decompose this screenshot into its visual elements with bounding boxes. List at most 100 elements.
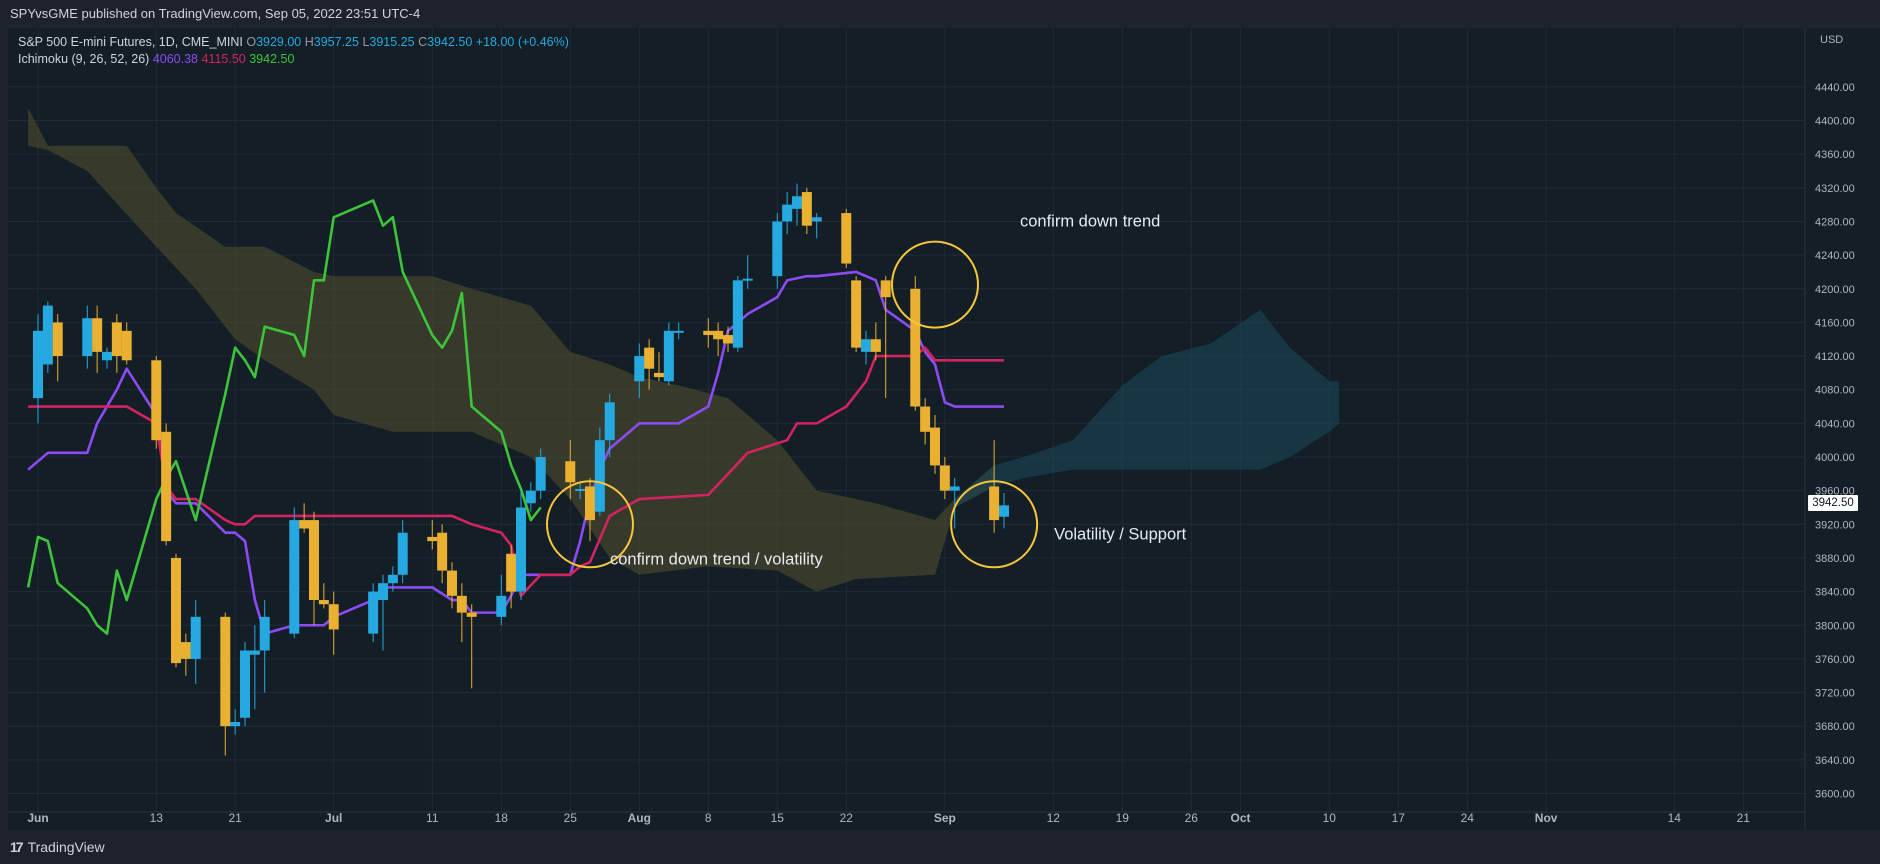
- legend-o-label: O: [246, 35, 257, 49]
- candle: [565, 440, 576, 500]
- annotation-circle: [890, 240, 979, 329]
- candle-body: [880, 280, 891, 298]
- candle-body: [82, 318, 93, 357]
- candle: [220, 612, 231, 756]
- price-tick-label: 4160.00: [1815, 317, 1855, 329]
- time-tick-label: 21: [228, 811, 242, 825]
- candle: [249, 625, 260, 710]
- legend-l-label: L: [362, 35, 370, 49]
- candle: [920, 398, 931, 445]
- candle: [466, 604, 477, 689]
- legend-change: +18.00 (+0.46%): [475, 35, 569, 49]
- candle-body: [989, 486, 1000, 521]
- candle-body: [663, 330, 674, 382]
- time-tick-label: 13: [150, 811, 164, 825]
- candle-body: [151, 360, 162, 441]
- price-tick-label: 4320.00: [1815, 183, 1855, 195]
- candle-body: [604, 402, 615, 441]
- candle-body: [308, 520, 319, 601]
- legend-base-value: 4115.50: [201, 52, 246, 66]
- candle-body: [42, 305, 53, 365]
- candle: [584, 478, 595, 542]
- candle: [742, 255, 753, 289]
- price-tick-label: 3760.00: [1815, 654, 1855, 666]
- candle-body: [397, 532, 408, 575]
- legend-open: 3929.00: [256, 35, 302, 49]
- candle-body: [101, 351, 112, 361]
- candle-body: [732, 280, 743, 348]
- candle: [239, 642, 250, 727]
- annotation-label: confirm down trend / volatility: [610, 550, 824, 568]
- candle-body: [535, 457, 546, 491]
- ichimoku-cloud: [28, 107, 1340, 592]
- candle-body: [437, 532, 448, 571]
- annotation-circle: [950, 480, 1039, 569]
- candle-body: [910, 288, 921, 407]
- time-tick-label: 12: [1047, 811, 1061, 825]
- candle-body: [387, 574, 398, 584]
- candle-body: [249, 650, 260, 655]
- candle: [170, 553, 181, 668]
- candle: [387, 566, 398, 592]
- annotation-circle: [545, 480, 634, 569]
- candle: [506, 545, 517, 609]
- candle-body: [851, 280, 862, 348]
- candle-body: [634, 356, 645, 382]
- candle: [92, 305, 103, 373]
- candle-body: [170, 557, 181, 664]
- legend-indicator-name: Ichimoku (9, 26, 52, 26): [18, 52, 150, 66]
- candle-body: [565, 461, 576, 483]
- price-tick-label: 4280.00: [1815, 216, 1855, 228]
- time-tick-label: 22: [840, 811, 854, 825]
- price-tick-label: 3960.00: [1815, 486, 1855, 498]
- candle-body: [456, 595, 467, 613]
- legend-low: 3915.25: [369, 35, 415, 49]
- candle: [180, 633, 191, 676]
- tradingview-logo[interactable]: 17 TradingView: [10, 839, 105, 855]
- candle-body: [259, 616, 270, 651]
- footer-brand: TradingView: [27, 839, 105, 855]
- candle-body: [713, 330, 724, 340]
- candle-body: [644, 347, 655, 369]
- candle-body: [111, 322, 122, 357]
- base-line: [28, 346, 1004, 598]
- candle: [328, 591, 339, 655]
- candle: [910, 276, 921, 411]
- candle: [151, 356, 162, 449]
- price-tick-label: 4240.00: [1815, 250, 1855, 262]
- candle-body: [801, 192, 812, 226]
- price-tick-label: 3600.00: [1815, 788, 1855, 800]
- time-tick-label: 25: [564, 811, 578, 825]
- candle-body: [791, 196, 802, 209]
- cloud-bearish: [28, 107, 995, 592]
- time-tick-label: 15: [771, 811, 785, 825]
- legend-close: 3942.50: [427, 35, 473, 49]
- candle: [42, 301, 53, 373]
- candle-body: [584, 486, 595, 521]
- candle: [801, 187, 812, 235]
- price-tick-label: 3800.00: [1815, 620, 1855, 632]
- grid: [8, 28, 1805, 812]
- time-tick-label: 26: [1185, 811, 1199, 825]
- candle: [427, 520, 438, 550]
- price-tick-label: 4440.00: [1815, 82, 1855, 94]
- candle: [82, 305, 93, 369]
- candle: [732, 276, 743, 352]
- candle: [851, 276, 862, 352]
- candle: [880, 276, 891, 399]
- price-tick-label: 3920.00: [1815, 519, 1855, 531]
- candle-body: [772, 221, 783, 277]
- candle: [259, 600, 270, 693]
- candle-body: [121, 330, 132, 361]
- price-tick-label: 4400.00: [1815, 116, 1855, 128]
- candle: [663, 322, 674, 386]
- candle: [841, 208, 852, 268]
- candle-body: [949, 486, 960, 491]
- cloud-bullish: [954, 309, 1340, 508]
- legend: S&P 500 E-mini Futures, 1D, CME_MINI O39…: [18, 34, 569, 68]
- candle-body: [446, 570, 457, 596]
- lagging-span-line: [26, 199, 542, 635]
- candle-body: [161, 431, 172, 542]
- legend-lagging-value: 3942.50: [249, 52, 295, 66]
